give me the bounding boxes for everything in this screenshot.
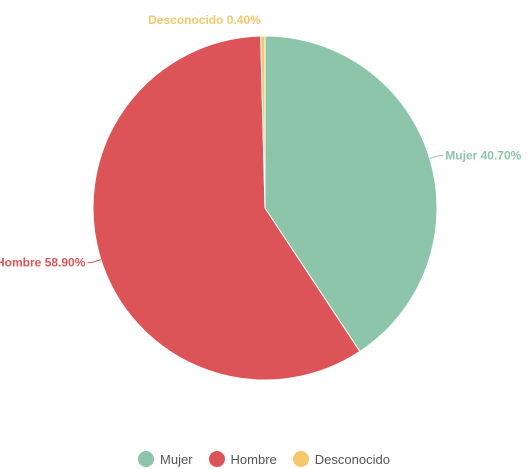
legend-marker-hombre — [208, 451, 225, 467]
data-labels: Mujer 40.70% Hombre 58.90% Desconocido 0.4… — [0, 13, 522, 270]
legend: Mujer Hombre Desconocido — [0, 449, 528, 469]
legend-label-desconocido: Desconocido — [314, 451, 390, 467]
legend-marker-mujer — [138, 451, 155, 467]
legend-item-hombre[interactable]: Hombre — [208, 451, 277, 467]
pie-slices — [92, 35, 438, 381]
legend-item-mujer[interactable]: Mujer — [138, 451, 193, 467]
data-label-hombre: Hombre 58.90% — [0, 256, 86, 270]
pie-slice-desconocido[interactable] — [260, 35, 266, 209]
legend-label-hombre: Hombre — [230, 451, 277, 467]
data-label-mujer: Mujer 40.70% — [445, 149, 521, 163]
legend-label-mujer: Mujer — [160, 451, 193, 467]
leader-line-hombre — [87, 259, 102, 264]
leader-line-mujer — [429, 155, 444, 159]
legend-marker-desconocido — [292, 451, 309, 467]
leader-lines — [87, 155, 444, 264]
legend-item-desconocido[interactable]: Desconocido — [292, 451, 390, 467]
data-label-desconocido: Desconocido 0.40% — [148, 13, 261, 27]
pie-slice-hombre[interactable] — [92, 35, 361, 381]
